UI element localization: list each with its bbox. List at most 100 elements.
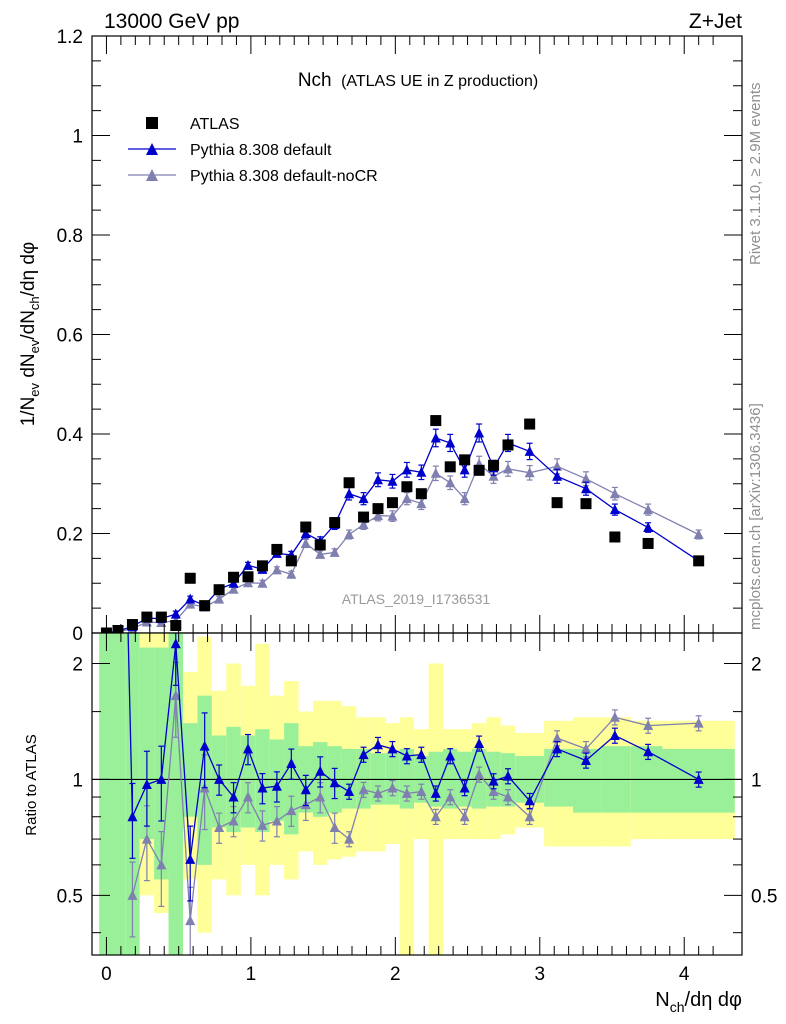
point-atlas-4 [155,611,167,623]
point-default-21 [401,464,412,475]
point-atlas-17 [343,477,355,489]
point-default-10 [243,559,253,570]
xtick-label-2: 2 [390,964,401,985]
legend: ATLAS Pythia 8.308 default Pythia 8.308 … [128,116,378,185]
point-default-14 [300,528,311,538]
point-nocr-23 [430,467,441,478]
ratio-point-default-31 [643,746,654,757]
ratio-point-nocr-31 [643,720,654,731]
ratio-point-nocr-15 [344,833,355,844]
point-nocr-15 [315,548,326,559]
ratio-point-default-4 [185,853,196,864]
point-nocr-9 [228,583,239,594]
band-green-29 [544,748,573,807]
ratio-point-default-29 [581,754,591,765]
xtick-label-1: 1 [246,964,257,985]
legend-marker-atlas [146,117,158,129]
point-atlas-25 [459,454,471,466]
ratio-point-default-9 [257,782,268,793]
point-atlas-31 [580,498,592,510]
ratio-point-default-14 [329,777,340,788]
point-nocr-17 [344,528,355,539]
point-atlas-6 [184,572,196,584]
point-nocr-24 [445,477,456,488]
ratio-point-nocr-30 [609,711,620,722]
point-default-26 [474,427,485,438]
point-default-31 [581,483,591,494]
ratio-point-nocr-13 [315,791,326,802]
ratio-point-default-15 [344,786,355,797]
point-nocr-14 [300,537,311,548]
point-default-19 [373,474,383,485]
ratio-point-nocr-28 [552,732,563,743]
ratio-point-default-20 [416,749,427,760]
watermark: ATLAS_2019_I1736531 [342,591,491,607]
main-ytick-label-5: 1 [72,127,83,148]
ratio-ytick-label-right-2: 2 [751,654,762,675]
ratio-point-default-18 [387,743,398,754]
point-nocr-21 [401,493,412,504]
main-ytick-label-0: 0 [72,624,83,645]
legend-label-default: Pythia 8.308 default [190,142,332,159]
point-atlas-2 [126,619,138,631]
main-ytick-label-2: 0.4 [57,425,84,446]
ratio-axes: 0.5 0.5 1 1 2 2 0 1 2 3 4 [57,633,777,985]
point-atlas-5 [170,620,182,632]
main-ytick-label-3: 0.6 [57,326,83,347]
main-ytick-label-1: 0.2 [57,525,83,546]
point-nocr-20 [387,510,398,521]
point-atlas-7 [199,600,211,612]
point-default-33 [643,522,654,533]
ratio-point-default-12 [300,784,311,795]
point-default-5 [170,608,181,619]
point-atlas-20 [386,497,398,509]
ratio-panel: 0.5 0.5 1 1 2 2 0 1 2 3 4 Ratio to ATLAS [23,632,777,985]
point-default-29 [524,445,535,456]
band-green-4 [168,633,183,955]
ratio-point-default-1 [141,779,152,790]
main-y-axis-label: 1/Nev dNev/dNch/dη dφ [18,242,42,427]
ratio-point-nocr-29 [581,743,591,754]
point-atlas-29 [524,418,536,430]
point-nocr-28 [503,463,513,474]
point-atlas-27 [488,459,500,471]
point-default-20 [387,475,398,486]
point-atlas-33 [642,537,654,549]
point-atlas-1 [112,625,124,633]
header-left-label: 13000 GeV pp [104,10,239,33]
point-atlas-34 [693,555,705,567]
ratio-point-nocr-4 [185,915,196,926]
plot-title: Nch (ATLAS UE in Z production) [298,70,538,91]
ratio-point-default-26 [503,770,513,781]
ratio-point-default-23 [459,782,470,793]
ratio-point-default-6 [214,773,225,784]
point-atlas-8 [213,584,225,596]
point-atlas-15 [314,539,326,551]
point-atlas-10 [242,571,254,583]
point-nocr-22 [416,498,427,509]
point-default-30 [552,470,563,481]
point-atlas-30 [551,497,563,509]
ratio-point-nocr-6 [214,822,225,833]
ratio-point-default-2 [156,773,167,784]
main-axes: 0 0.2 0.4 0.6 0.8 1 1.2 [57,27,742,645]
legend-label-nocr: Pythia 8.308 default-noCR [190,168,378,185]
ratio-point-default-7 [228,791,239,802]
ratio-point-default-5 [199,740,210,751]
point-atlas-11 [256,560,268,572]
band-green-0 [99,633,126,955]
point-default-17 [344,488,355,499]
point-default-6 [185,593,196,604]
ratio-point-nocr-7 [228,815,239,826]
legend-label-atlas: ATLAS [190,116,240,133]
xtick-label-0: 0 [101,964,112,985]
point-atlas-3 [141,611,153,623]
plot-title-sub: (ATLAS UE in Z production) [341,73,538,90]
point-nocr-25 [459,493,470,504]
point-nocr-30 [552,460,563,471]
point-atlas-14 [300,521,312,533]
ratio-point-nocr-20 [416,786,427,797]
xtick-label-3: 3 [534,964,545,985]
point-nocr-19 [373,510,383,521]
